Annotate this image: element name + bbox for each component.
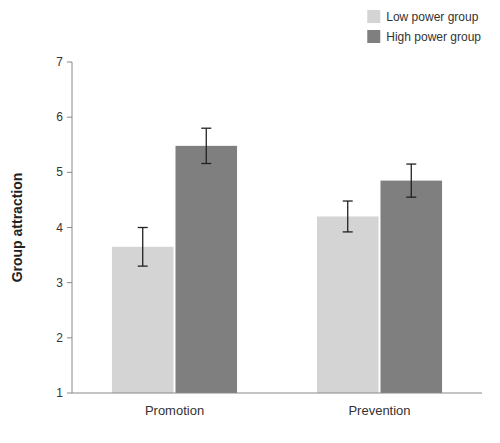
legend-label: High power group: [386, 30, 481, 44]
error-bars: [138, 128, 417, 266]
y-tick: [67, 337, 72, 338]
y-tick-label: 5: [56, 165, 63, 179]
bar: [381, 181, 443, 393]
chart-container: 1 2 3 4 5 6 7 Promotion Prevention Group attracti…: [0, 0, 500, 443]
y-tick: [67, 62, 72, 63]
bar: [112, 247, 174, 393]
y-tick-label: 7: [56, 55, 63, 69]
error-bar: [406, 164, 416, 197]
bar: [317, 216, 379, 393]
y-tick: [67, 282, 72, 283]
y-tick: [67, 172, 72, 173]
error-bar: [201, 128, 211, 163]
y-tick-label: 4: [56, 221, 63, 235]
x-tick-label: Prevention: [348, 403, 410, 418]
chart-svg: 1 2 3 4 5 6 7 Promotion Prevention Group attracti…: [0, 0, 500, 443]
legend-label: Low power group: [386, 10, 478, 24]
y-tick-label: 1: [56, 386, 63, 400]
y-tick: [67, 227, 72, 228]
y-tick: [67, 393, 72, 394]
y-tick-label: 6: [56, 110, 63, 124]
bars: [112, 146, 442, 393]
legend: Low power group High power group: [367, 10, 481, 44]
x-tick-label: Promotion: [145, 403, 204, 418]
y-axis-label: Group attraction: [9, 173, 25, 283]
legend-swatch: [367, 10, 380, 23]
bar: [176, 146, 238, 393]
y-tick-label: 2: [56, 331, 63, 345]
y-tick: [67, 117, 72, 118]
error-bar: [138, 228, 148, 267]
y-tick-label: 3: [56, 276, 63, 290]
x-axis-line: [72, 393, 482, 394]
legend-swatch: [367, 30, 380, 43]
error-bar: [343, 201, 353, 232]
